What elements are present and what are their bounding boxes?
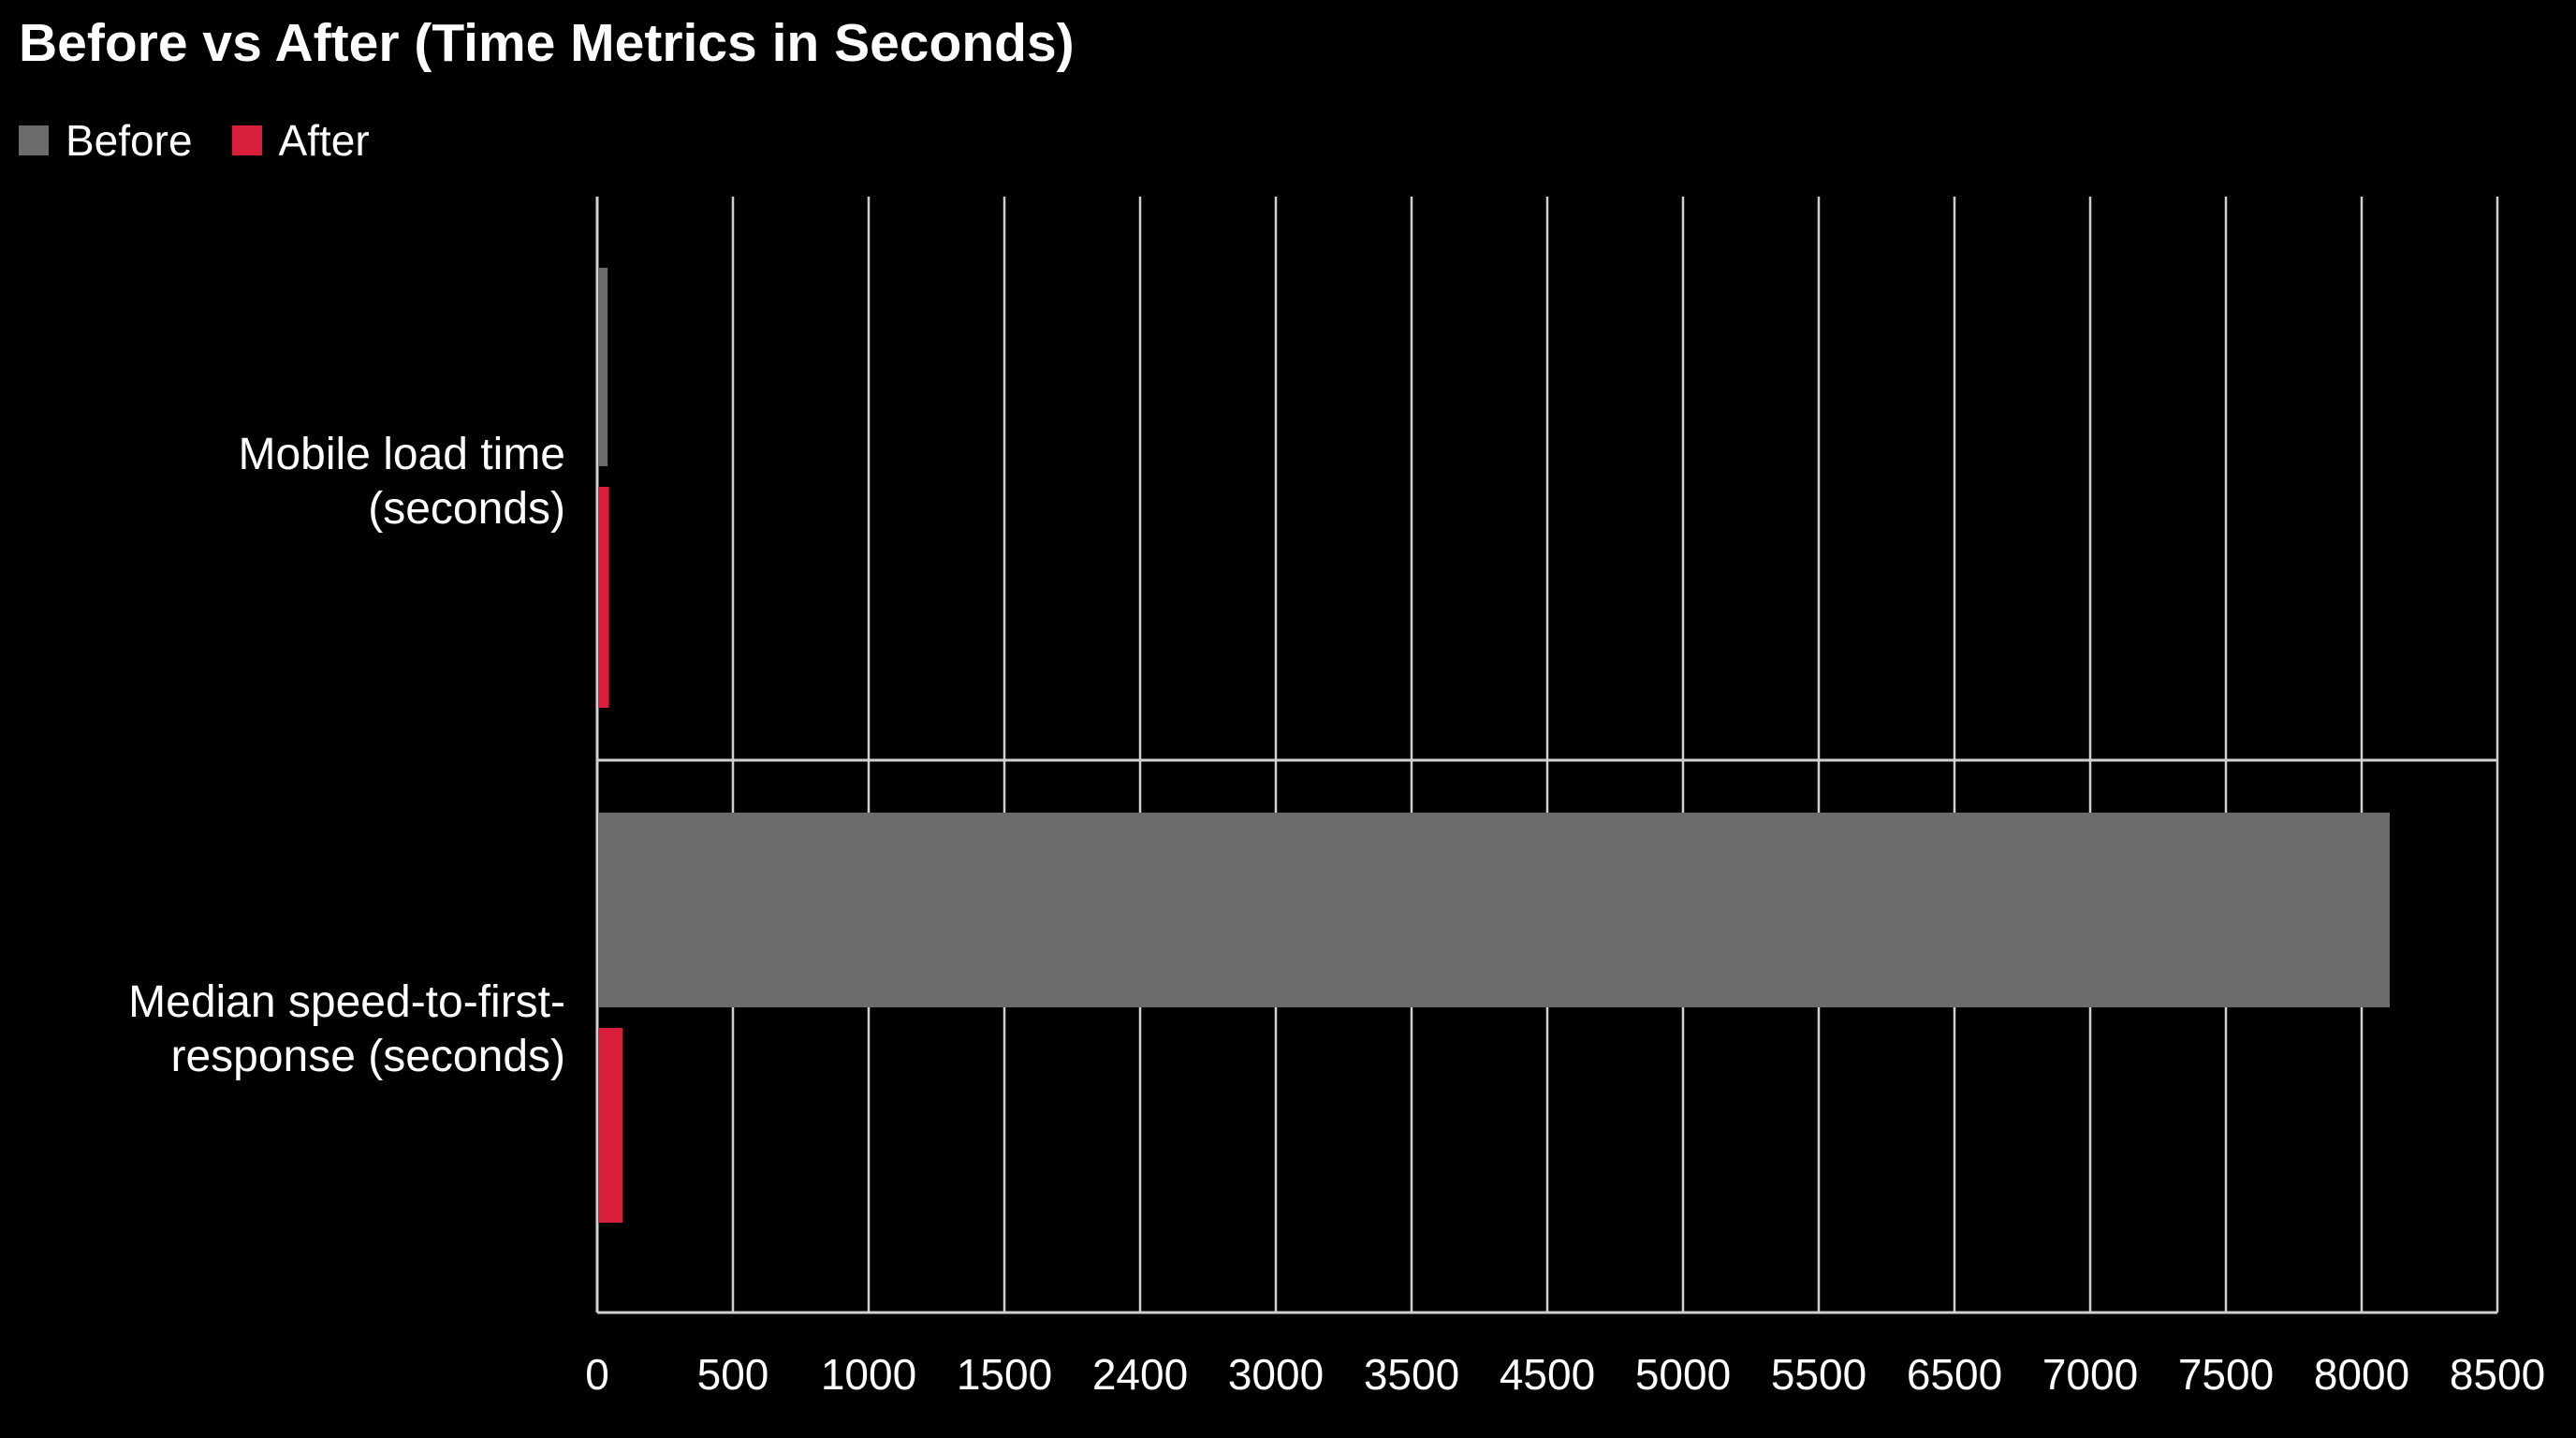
x-tick-label: 0 <box>585 1350 609 1399</box>
legend-swatch-after <box>231 125 262 155</box>
legend: Before After <box>19 110 409 170</box>
legend-swatch-before <box>19 125 49 155</box>
bar-after <box>598 1028 623 1223</box>
x-tick-label: 8000 <box>2314 1350 2409 1399</box>
x-tick-label: 3500 <box>1364 1350 1459 1399</box>
x-tick-label: 1000 <box>821 1350 916 1399</box>
x-tick-label: 1500 <box>957 1350 1052 1399</box>
legend-label-before: Before <box>66 116 193 165</box>
x-tick-label: 8500 <box>2450 1350 2545 1399</box>
y-category-label: Median speed-to-first-response (seconds) <box>128 977 565 1081</box>
x-tick-label: 3000 <box>1228 1350 1324 1399</box>
y-category-label: Mobile load time (seconds) <box>239 430 566 534</box>
x-tick-label: 7000 <box>2042 1350 2138 1399</box>
bar-before <box>598 268 608 466</box>
x-tick-label: 500 <box>697 1350 769 1399</box>
x-tick-label: 5500 <box>1771 1350 1866 1399</box>
x-tick-label: 5000 <box>1635 1350 1731 1399</box>
x-tick-label: 2400 <box>1092 1350 1188 1399</box>
bar-after <box>598 487 609 708</box>
legend-item-before: Before <box>19 115 193 166</box>
chart-title: Before vs After (Time Metrics in Seconds… <box>19 13 1075 73</box>
bar-before <box>598 813 2390 1007</box>
legend-item-after: After <box>231 115 370 166</box>
x-tick-label: 4500 <box>1500 1350 1595 1399</box>
x-tick-label: 6500 <box>1907 1350 2002 1399</box>
legend-label-after: After <box>278 116 370 165</box>
x-tick-label: 7500 <box>2178 1350 2274 1399</box>
